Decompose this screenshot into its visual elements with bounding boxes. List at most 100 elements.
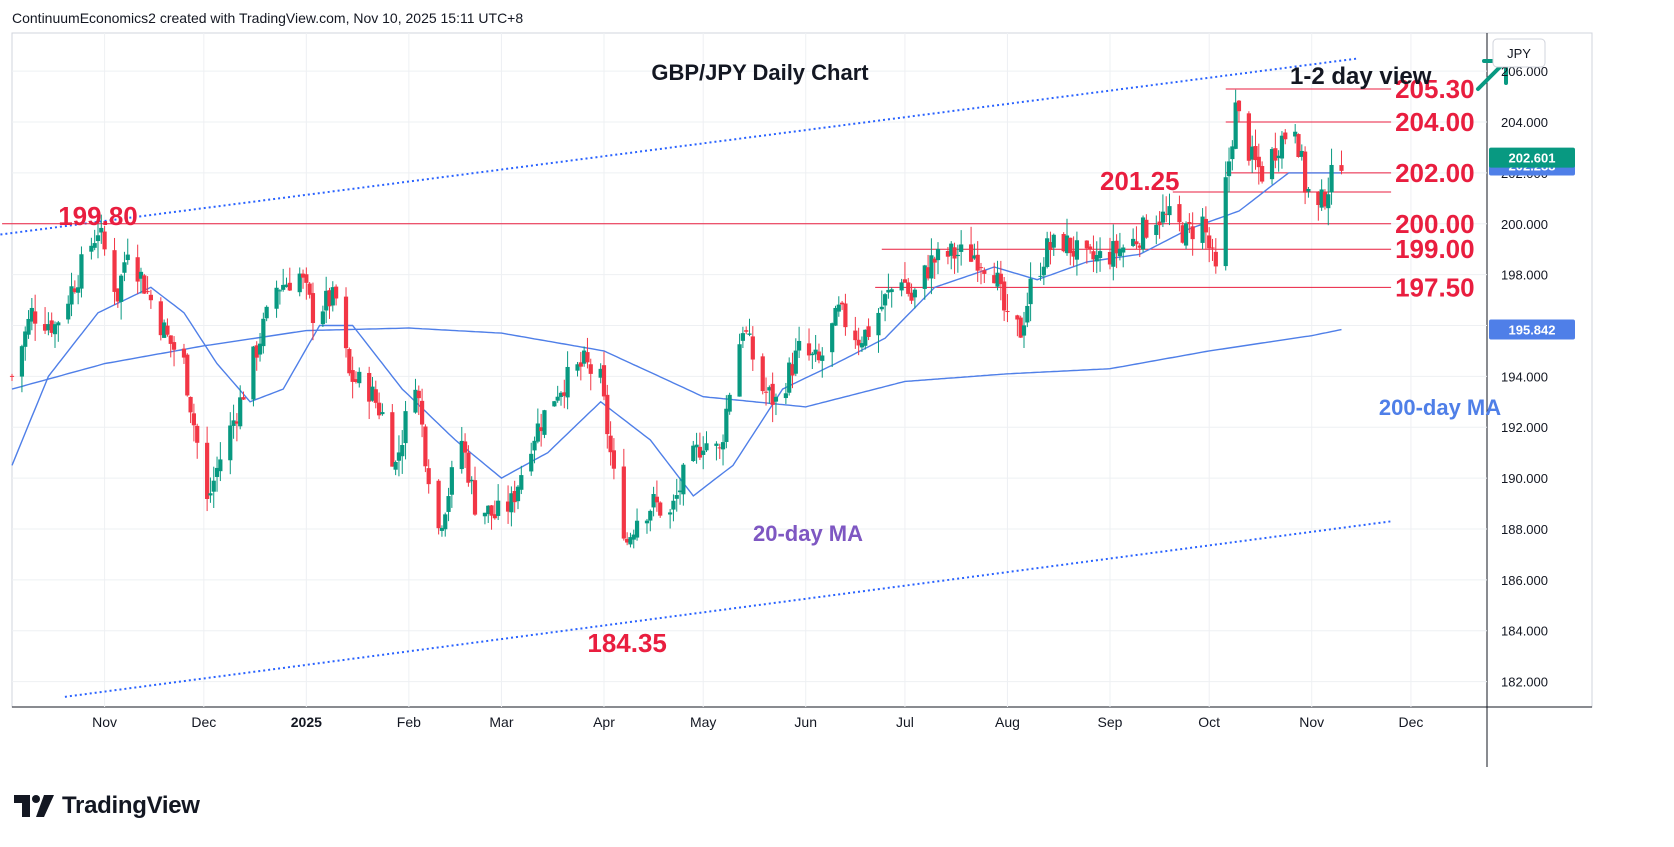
candle xyxy=(449,460,454,508)
candle-body xyxy=(1230,146,1235,160)
y-tick-label: 182.000 xyxy=(1501,675,1548,690)
candle xyxy=(1246,111,1251,166)
candle xyxy=(691,440,696,463)
candle xyxy=(1322,189,1328,210)
candle xyxy=(1038,262,1043,281)
candle xyxy=(512,480,517,513)
candle xyxy=(631,529,636,549)
candle-body xyxy=(119,275,124,302)
candle xyxy=(191,403,196,442)
candle-body xyxy=(625,539,630,543)
candle xyxy=(254,341,259,371)
candle-body xyxy=(281,284,286,290)
candle xyxy=(830,322,835,368)
candle xyxy=(998,260,1003,301)
tradingview-logo[interactable]: TradingView xyxy=(14,792,200,820)
candle-body xyxy=(228,425,233,461)
candle-body xyxy=(588,364,593,374)
candle xyxy=(1279,131,1285,169)
candle-body xyxy=(773,396,779,402)
candle-body xyxy=(92,243,97,248)
candle-body xyxy=(158,301,163,336)
candle-body xyxy=(598,368,603,378)
candle-body xyxy=(284,284,289,288)
candle xyxy=(1273,132,1278,169)
candle xyxy=(277,289,282,305)
candle xyxy=(436,479,441,535)
candle xyxy=(945,246,951,265)
candle xyxy=(605,384,610,449)
candle-body xyxy=(181,348,187,358)
candle xyxy=(806,328,812,361)
candle-body xyxy=(882,294,888,306)
candle-body xyxy=(949,243,954,256)
candle xyxy=(1250,135,1255,173)
candle xyxy=(810,351,815,370)
level-lines xyxy=(2,88,1392,288)
candle xyxy=(69,272,74,317)
candles xyxy=(9,89,1344,549)
candle xyxy=(1276,150,1281,172)
candle xyxy=(66,295,71,324)
price-annotation: 184.35 xyxy=(587,628,667,658)
candle-body xyxy=(1048,242,1053,250)
candle-body xyxy=(668,512,673,515)
candle xyxy=(1213,238,1218,274)
candle-body xyxy=(1319,189,1324,208)
candle xyxy=(423,424,428,473)
candle xyxy=(241,391,246,400)
chart-credit: ContinuumEconomics2 created with Trading… xyxy=(12,10,524,26)
candle-body xyxy=(813,349,818,355)
candle xyxy=(261,312,266,354)
candle-body xyxy=(29,307,34,322)
candle xyxy=(727,392,732,415)
candle xyxy=(1164,196,1169,223)
candle xyxy=(843,293,848,336)
candle-body xyxy=(886,289,891,293)
candle-body xyxy=(552,401,557,407)
candle-body xyxy=(681,464,686,495)
candle-body xyxy=(1322,191,1328,207)
candle xyxy=(1005,294,1010,323)
candle-body xyxy=(1339,165,1344,171)
candle xyxy=(720,434,726,466)
candle-body xyxy=(347,349,352,374)
candle xyxy=(1131,228,1136,248)
candle xyxy=(644,518,650,534)
candle xyxy=(102,225,107,256)
candle-body xyxy=(1276,155,1281,159)
candle xyxy=(628,532,633,548)
y-tick-label: 190.000 xyxy=(1501,471,1548,486)
candle xyxy=(373,380,378,409)
candle-body xyxy=(1061,234,1066,252)
candle xyxy=(562,379,567,409)
candle-body xyxy=(578,362,583,367)
candle xyxy=(370,377,375,402)
candle xyxy=(1021,311,1027,348)
level-label: 200.00 xyxy=(1395,209,1475,239)
candle-body xyxy=(856,339,861,346)
candle-body xyxy=(42,324,48,331)
candle-body xyxy=(373,389,378,403)
candle xyxy=(1015,314,1020,337)
candle xyxy=(1200,208,1205,250)
candle xyxy=(760,353,765,395)
candle xyxy=(588,358,593,391)
candle-body xyxy=(1114,240,1119,254)
candle xyxy=(747,318,752,337)
candle-body xyxy=(26,318,31,335)
candle xyxy=(1183,221,1189,250)
candle-body xyxy=(509,493,514,513)
candle xyxy=(744,326,749,335)
candle xyxy=(1319,179,1324,211)
chart-title: GBP/JPY Daily Chart xyxy=(651,60,869,85)
candle-body xyxy=(462,441,468,453)
x-tick-label: 2025 xyxy=(291,714,322,730)
candle-body xyxy=(23,331,28,347)
candle xyxy=(750,326,755,371)
candle xyxy=(601,351,607,401)
candle-body xyxy=(416,390,421,399)
candle-body xyxy=(1260,166,1265,182)
